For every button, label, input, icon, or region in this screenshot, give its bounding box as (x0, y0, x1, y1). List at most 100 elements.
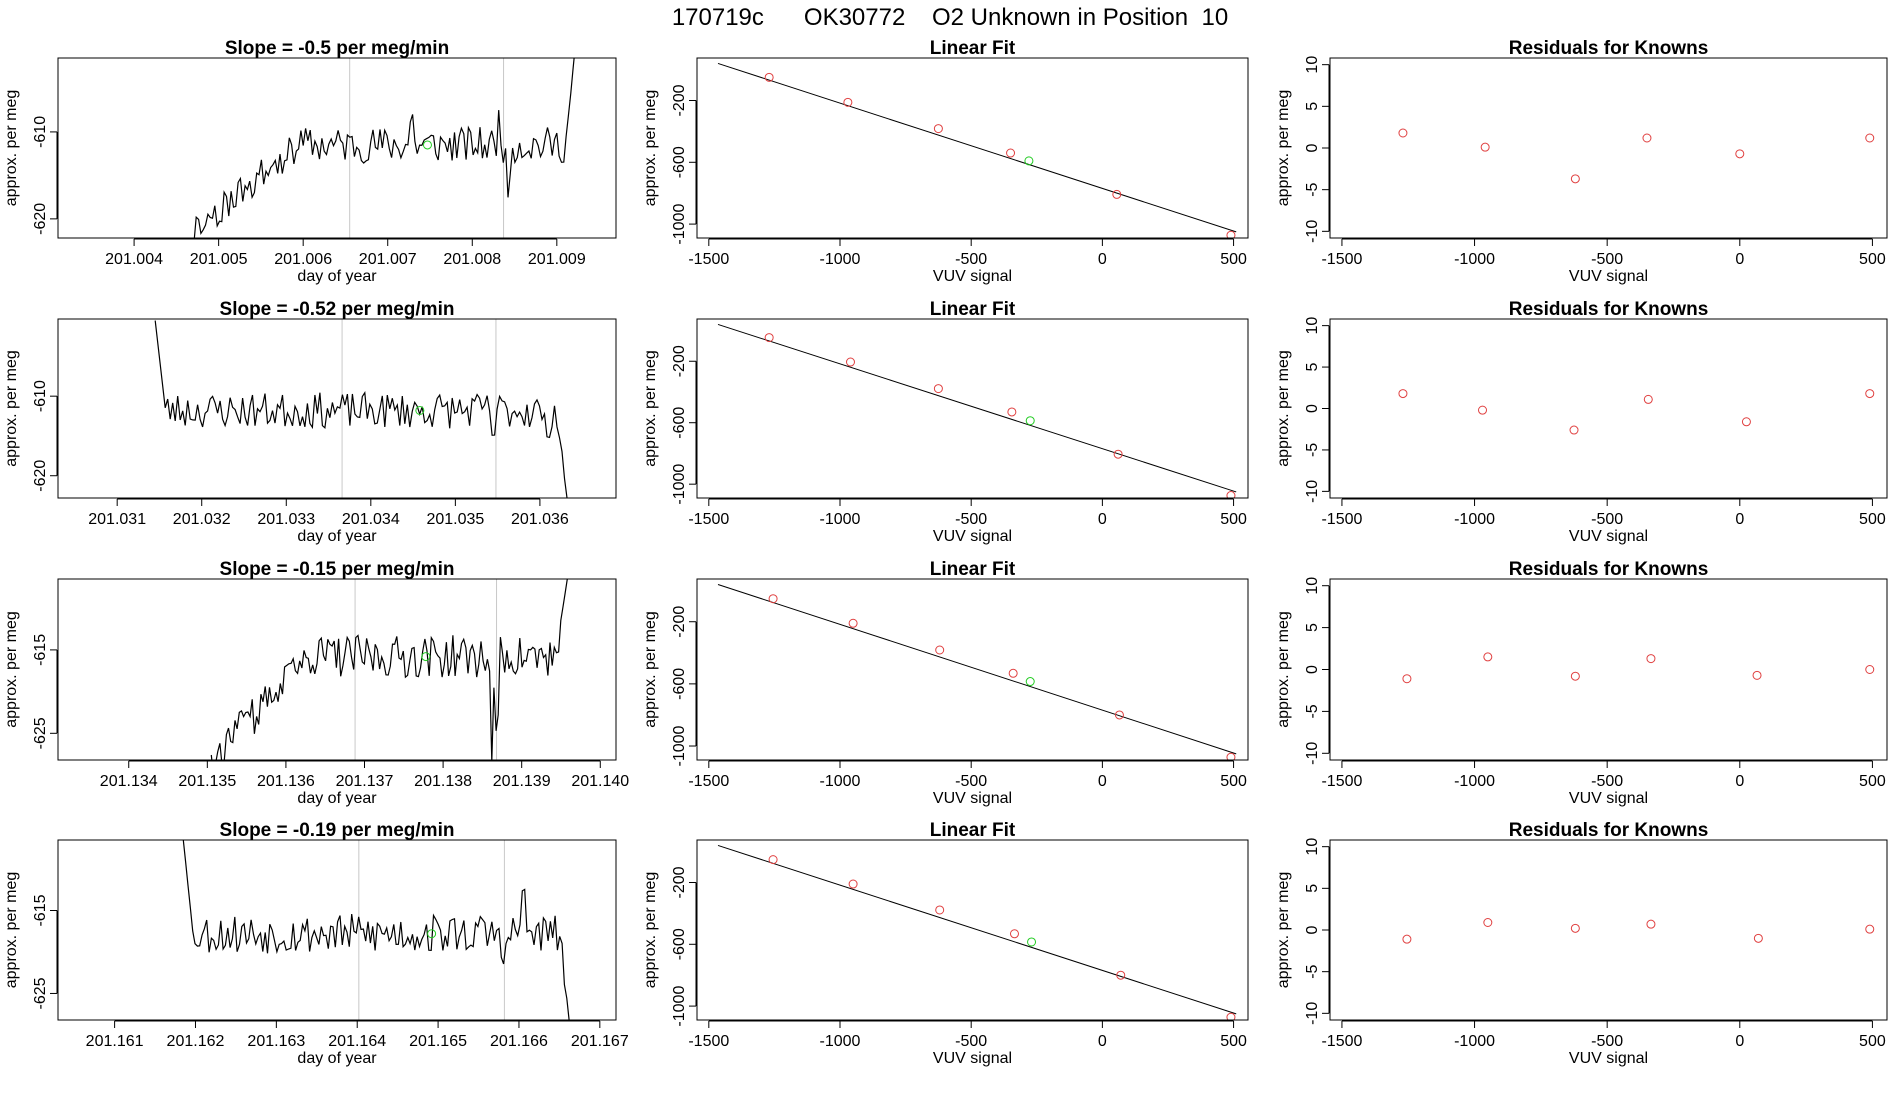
y-tick-label: 0 (1304, 404, 1321, 413)
plot-area (717, 844, 1237, 1020)
known-point (768, 594, 778, 604)
y-tick-label: -1000 (671, 725, 688, 766)
y-tick-label: 10 (1304, 577, 1321, 595)
y-tick-label: -1000 (671, 986, 688, 1027)
y-tick-label: 5 (1304, 623, 1321, 632)
per-meg-trace (182, 840, 570, 1020)
known-point (768, 855, 778, 865)
y-tick-label: -10 (1304, 220, 1321, 243)
x-axis: 201.004 201.005 201.006 201.007 201.008 201.0… (105, 238, 586, 285)
residual-point (1570, 923, 1580, 933)
x-tick-label: 0 (1098, 251, 1107, 268)
x-tick-label: 201.008 (443, 251, 501, 268)
y-axis: -10 -5 0 5 10 approx. per meg (1275, 56, 1330, 243)
y-tick-label: -615 (32, 634, 49, 666)
per-meg-trace (193, 58, 575, 238)
residual-point (1569, 425, 1579, 435)
y-tick-label: -610 (32, 380, 49, 412)
plot-area (717, 323, 1237, 498)
x-tick-label: -500 (955, 511, 987, 528)
y-axis-label: approx. per meg (642, 90, 659, 207)
panel-title: Slope = -0.19 per meg/min (220, 820, 455, 841)
panel-title: Linear Fit (930, 559, 1016, 580)
known-point (848, 879, 858, 889)
panel-4-3: Residuals for Knowns -1500 -1000 -500 0 500 VU… (1275, 820, 1888, 1067)
x-tick-label: 0 (1735, 1033, 1744, 1050)
x-axis-label: VUV signal (1569, 1050, 1648, 1067)
panel-title: Slope = -0.15 per meg/min (220, 559, 455, 580)
x-tick-label: 0 (1735, 251, 1744, 268)
unknown-point (1024, 156, 1034, 166)
x-axis-label: VUV signal (1569, 268, 1648, 285)
x-axis: -1500 -1000 -500 0 500 VUV signal (1321, 1020, 1886, 1067)
x-tick-label: 500 (1859, 773, 1886, 790)
x-tick-label: 201.139 (493, 773, 551, 790)
x-tick-label: 0 (1735, 773, 1744, 790)
residual-point (1735, 149, 1745, 159)
x-tick-label: 201.136 (257, 773, 315, 790)
y-tick-label: -5 (1304, 443, 1321, 457)
known-point (1113, 449, 1123, 459)
plot-area (210, 579, 568, 760)
x-tick-label: 500 (1859, 251, 1886, 268)
residual-point (1642, 133, 1652, 143)
x-tick-label: -1500 (1321, 511, 1362, 528)
residual-point (1865, 133, 1875, 143)
plot-area (717, 584, 1237, 760)
x-tick-label: -500 (1591, 511, 1623, 528)
y-axis: -10 -5 0 5 10 approx. per meg (1275, 577, 1330, 765)
known-point (1226, 752, 1236, 760)
plot-area (717, 62, 1237, 238)
panel-title: Residuals for Knowns (1509, 820, 1709, 841)
fit-line (717, 844, 1237, 1015)
residual-point (1753, 933, 1763, 943)
y-tick-label: -615 (32, 894, 49, 926)
y-tick-label: -600 (671, 407, 688, 439)
y-tick-label: -600 (671, 928, 688, 960)
x-tick-label: 500 (1859, 1033, 1886, 1050)
panel-2-3: Residuals for Knowns -1500 -1000 -500 0 500 VU… (1275, 299, 1888, 545)
x-tick-label: 201.165 (409, 1033, 467, 1050)
per-meg-trace (154, 320, 568, 498)
known-point (1116, 970, 1126, 980)
x-tick-label: -500 (955, 773, 987, 790)
fit-line (717, 62, 1237, 233)
y-tick-label: -10 (1304, 742, 1321, 765)
x-axis-label: VUV signal (933, 268, 1012, 285)
known-point (1112, 189, 1122, 199)
x-tick-label: -500 (955, 1033, 987, 1050)
panel-title: Residuals for Knowns (1509, 38, 1709, 59)
x-axis: 201.031 201.032 201.033 201.034 201.035 201.0… (88, 498, 569, 545)
x-tick-label: 201.137 (336, 773, 394, 790)
known-point (764, 333, 774, 343)
x-axis-label: day of year (297, 790, 377, 807)
unknown-point (1027, 937, 1037, 947)
x-axis: -1500 -1000 -500 0 500 VUV signal (1321, 238, 1886, 285)
x-axis-label: day of year (297, 1050, 377, 1067)
y-tick-label: -200 (671, 866, 688, 898)
y-axis-label: approx. per meg (3, 611, 20, 728)
y-axis-label: approx. per meg (3, 872, 20, 989)
x-tick-label: 0 (1735, 511, 1744, 528)
x-axis-label: VUV signal (1569, 790, 1648, 807)
residual-point (1480, 142, 1490, 152)
y-axis: -1000 -600 -200 approx. per meg (642, 606, 697, 766)
x-axis-label: VUV signal (933, 1050, 1012, 1067)
unknown-point (415, 405, 425, 415)
unknown-point (427, 929, 437, 939)
fit-line (717, 323, 1237, 493)
y-axis: -625 -615 approx. per meg (3, 872, 58, 1009)
panel-title: Residuals for Knowns (1509, 559, 1709, 580)
panel-title: Linear Fit (930, 38, 1016, 59)
residual-point (1398, 128, 1408, 138)
plot-area (193, 58, 575, 238)
y-tick-label: -625 (32, 977, 49, 1009)
x-tick-label: 201.006 (274, 251, 332, 268)
residual-point (1865, 389, 1875, 399)
plot-area (1398, 128, 1875, 184)
x-tick-label: -500 (1591, 1033, 1623, 1050)
x-axis: -1500 -1000 -500 0 500 VUV signal (1321, 498, 1886, 545)
plot-frame (696, 57, 1249, 239)
